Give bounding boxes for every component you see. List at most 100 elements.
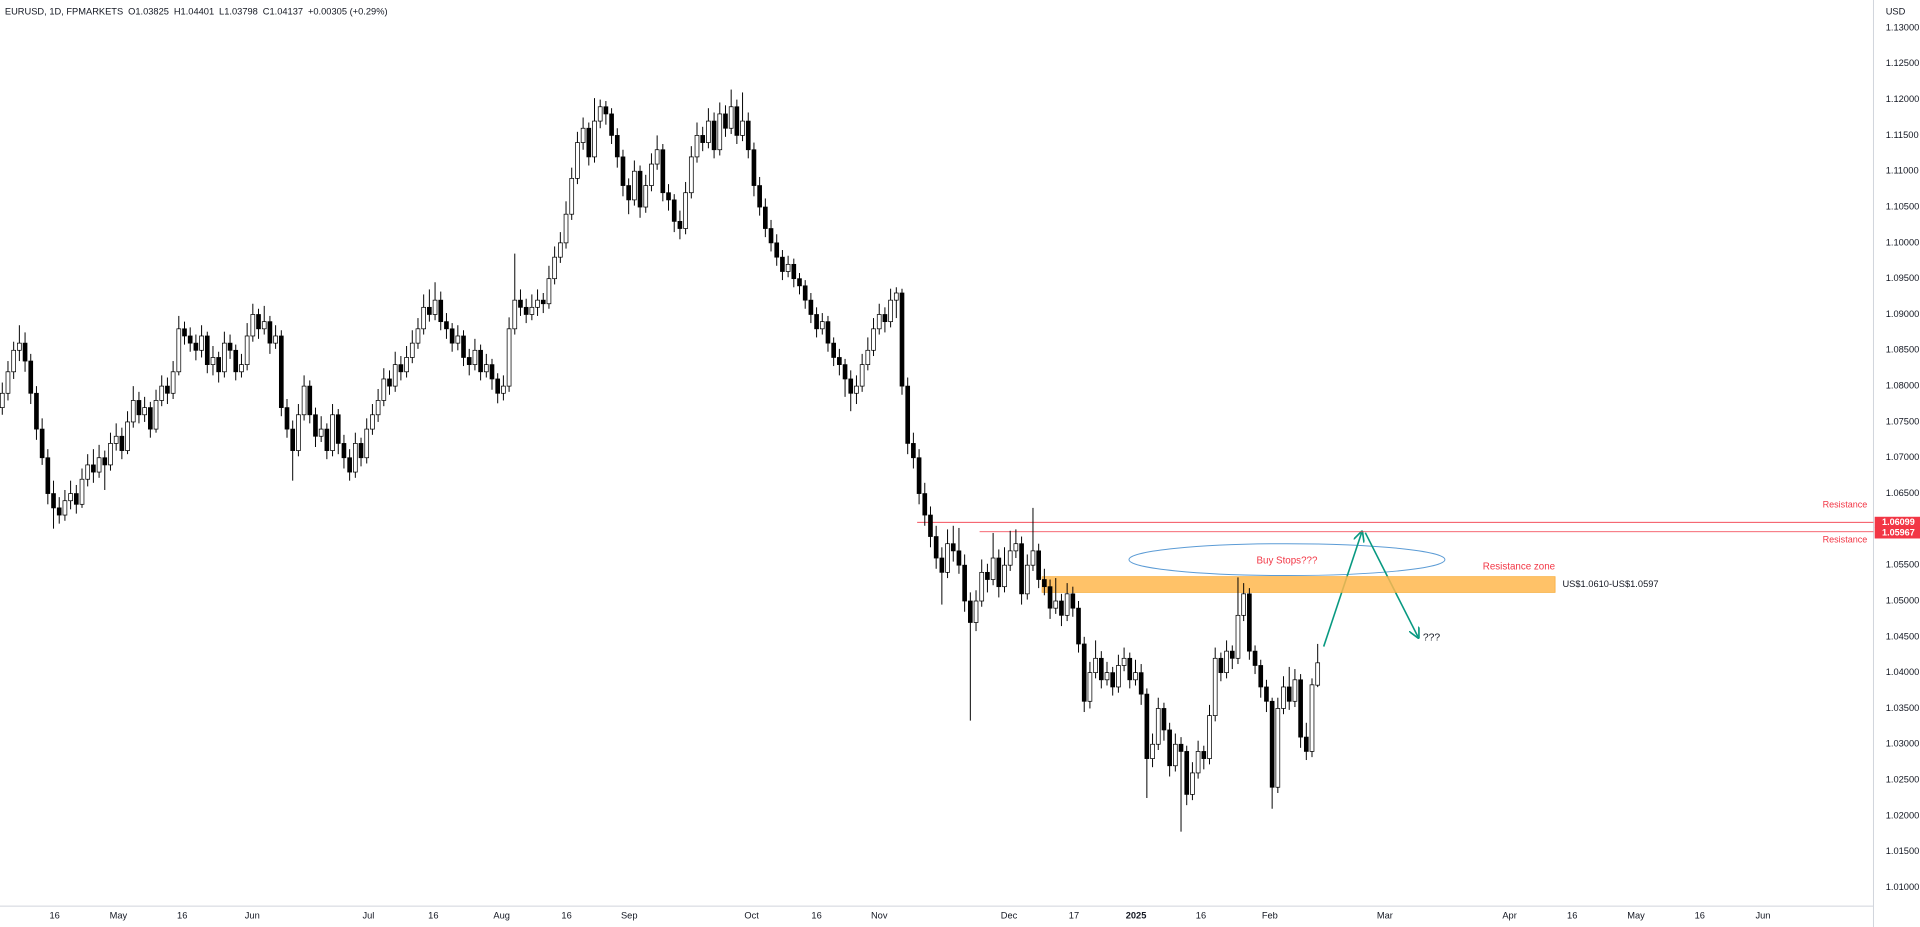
- candle-body: [244, 335, 250, 365]
- candle-body: [1053, 600, 1059, 609]
- candle-body: [575, 142, 580, 179]
- candle-body: [1070, 593, 1076, 609]
- candle-body: [421, 306, 426, 330]
- candle-body: [1286, 686, 1292, 702]
- candle-body: [774, 242, 780, 258]
- candle-body: [125, 421, 130, 451]
- y-tick-label: 1.03500: [1886, 703, 1920, 713]
- candle-body: [301, 385, 307, 416]
- candle-body: [370, 414, 375, 430]
- candle-body: [335, 414, 341, 444]
- y-tick-label: 1.10000: [1886, 237, 1920, 247]
- candle-body: [979, 571, 985, 602]
- candle-body: [1258, 665, 1264, 688]
- candle-body: [96, 457, 102, 473]
- candle-body: [1201, 751, 1207, 759]
- candle-body: [797, 278, 802, 287]
- candle-body: [28, 360, 34, 394]
- candle-body: [945, 543, 950, 573]
- candle-body: [472, 349, 478, 365]
- candle-body: [802, 285, 808, 301]
- candle-body: [1042, 579, 1047, 588]
- candle-body: [284, 407, 290, 430]
- candle-body: [1303, 736, 1309, 752]
- candle-body: [740, 120, 745, 136]
- candle-body: [68, 493, 73, 502]
- ohlc-label: H: [174, 7, 181, 17]
- candle-body: [187, 335, 193, 344]
- candle-body: [563, 213, 569, 244]
- candle-body: [1144, 693, 1150, 759]
- ohlc-value: 1.04137: [269, 7, 303, 17]
- candle-body: [1116, 665, 1121, 688]
- y-tick-label: 1.01500: [1886, 846, 1920, 856]
- candle-body: [1150, 743, 1155, 759]
- candle-body: [1064, 593, 1070, 616]
- x-tick-label: 16: [428, 910, 438, 920]
- candle-body: [1104, 672, 1110, 681]
- candle-body: [837, 357, 842, 365]
- x-tick-label: 16: [561, 910, 571, 920]
- y-tick-label: 1.04500: [1886, 631, 1920, 641]
- x-tick-label: 16: [177, 910, 187, 920]
- y-tick-label: 1.05000: [1886, 595, 1920, 605]
- candle-body: [449, 328, 455, 344]
- y-tick-label: 1.11000: [1886, 166, 1919, 176]
- candle-body: [1081, 643, 1087, 702]
- candle-body: [597, 106, 603, 122]
- candle-body: [893, 292, 899, 301]
- candle-body: [358, 443, 364, 459]
- candle-body: [296, 414, 301, 451]
- candle-body: [734, 106, 740, 136]
- candle-body: [34, 392, 39, 430]
- candle-body: [700, 135, 706, 143]
- candle-body: [199, 335, 204, 351]
- candle-body: [466, 357, 472, 365]
- candle-body: [535, 299, 540, 308]
- candle-body: [1229, 650, 1235, 659]
- candle-body: [182, 328, 187, 337]
- y-tick-label: 1.06500: [1886, 488, 1920, 498]
- candle-body: [540, 299, 546, 305]
- candle-body: [1218, 657, 1224, 674]
- candle-body: [1076, 607, 1081, 645]
- candle-body: [108, 443, 113, 466]
- candle-body: [5, 371, 11, 394]
- candle-body: [438, 299, 444, 323]
- candle-body: [85, 464, 91, 480]
- candle-body: [882, 314, 888, 323]
- candle-body: [324, 428, 330, 451]
- candle-body: [17, 342, 22, 351]
- candle-body: [706, 120, 711, 143]
- y-tick-label: 1.03000: [1886, 739, 1920, 749]
- candle-body: [353, 443, 358, 473]
- zone-range-label: US$1.0610-US$1.0597: [1562, 579, 1658, 589]
- candle-body: [113, 435, 119, 444]
- candle-body: [814, 314, 819, 330]
- candle-body: [239, 364, 244, 373]
- candle-body: [956, 550, 962, 566]
- candle-body: [1087, 672, 1093, 702]
- candle-body: [1059, 600, 1064, 616]
- ohlc-value: 1.03798: [224, 7, 258, 17]
- candle-body: [233, 349, 239, 373]
- candle-body: [267, 321, 273, 344]
- candle-body: [546, 278, 552, 305]
- candle-body: [842, 364, 848, 380]
- candle-body: [256, 314, 261, 330]
- resistance-label: Resistance: [1823, 500, 1868, 510]
- candle-body: [825, 321, 831, 344]
- y-tick-label: 1.08500: [1886, 345, 1920, 355]
- candle-body: [444, 321, 449, 330]
- candle-body: [1315, 662, 1321, 686]
- x-tick-label: 16: [49, 910, 59, 920]
- candle-body: [859, 364, 865, 387]
- candle-body: [666, 192, 671, 201]
- candle-body: [1207, 715, 1212, 759]
- candle-body: [512, 299, 518, 330]
- candle-body: [273, 335, 278, 344]
- candle-body: [1024, 564, 1030, 595]
- ohlc-label: L: [219, 7, 224, 17]
- candle-body: [193, 342, 199, 351]
- candle-body: [404, 357, 409, 373]
